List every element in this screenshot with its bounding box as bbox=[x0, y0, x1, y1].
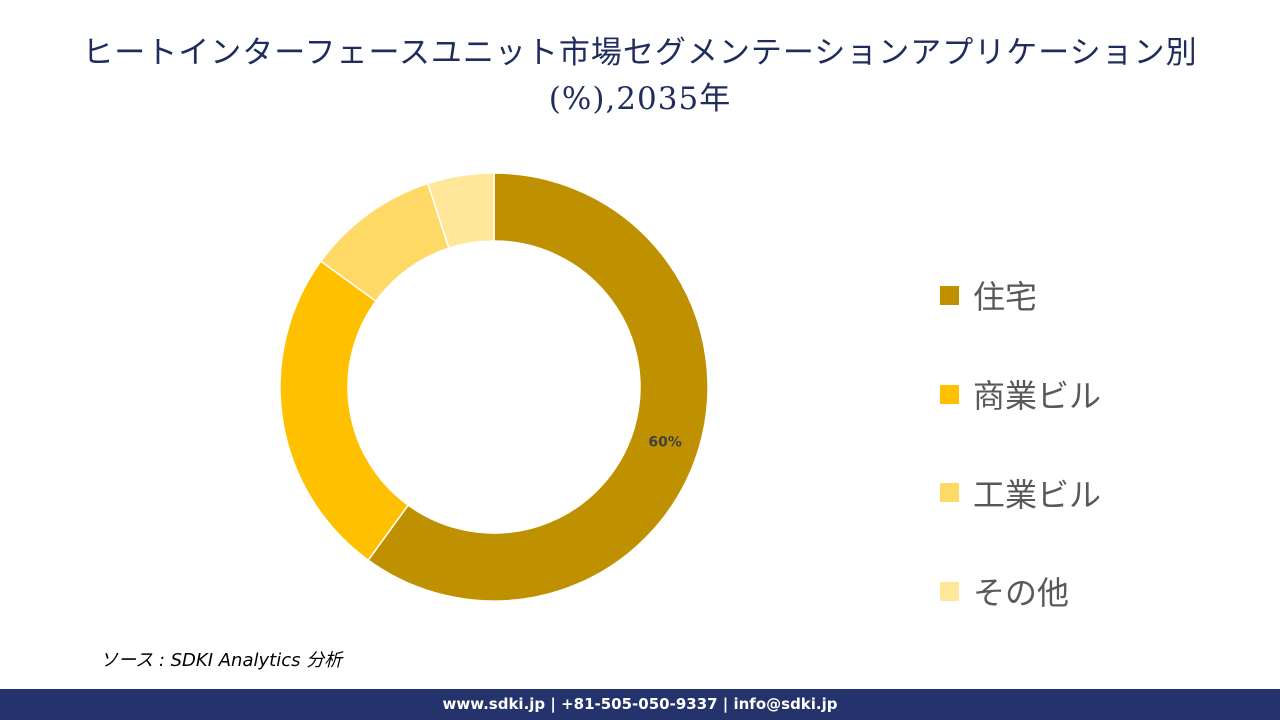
legend-item: 工業ビル bbox=[940, 443, 1101, 542]
legend-label: 工業ビル bbox=[973, 475, 1102, 514]
footer: www.sdki.jp | +81-505-050-9337 | info@sd… bbox=[0, 689, 1280, 720]
legend-item: 住宅 bbox=[940, 246, 1101, 345]
chart-title: ヒートインターフェースユニット市場セグメンテーションアプリケーション別(%),2… bbox=[82, 35, 1198, 117]
chart: 60% bbox=[279, 172, 709, 602]
donut-segment bbox=[426, 172, 495, 250]
legend-swatch bbox=[940, 483, 959, 503]
donut-segment bbox=[367, 172, 709, 602]
legend-label: 商業ビル bbox=[973, 377, 1102, 416]
legend-swatch bbox=[940, 384, 959, 404]
legend-swatch bbox=[940, 285, 959, 305]
data-label: 60% bbox=[648, 435, 682, 451]
legend-item: 商業ビル bbox=[940, 345, 1101, 444]
legend-item: その他 bbox=[940, 542, 1101, 641]
legend-swatch bbox=[940, 581, 959, 601]
source-note: ソース : SDKI Analytics 分析 bbox=[100, 650, 343, 671]
legend-label: その他 bbox=[973, 574, 1070, 613]
donut-segment bbox=[279, 260, 410, 562]
legend-label: 住宅 bbox=[973, 278, 1038, 317]
legend: 住宅商業ビル工業ビルその他 bbox=[940, 246, 1101, 641]
